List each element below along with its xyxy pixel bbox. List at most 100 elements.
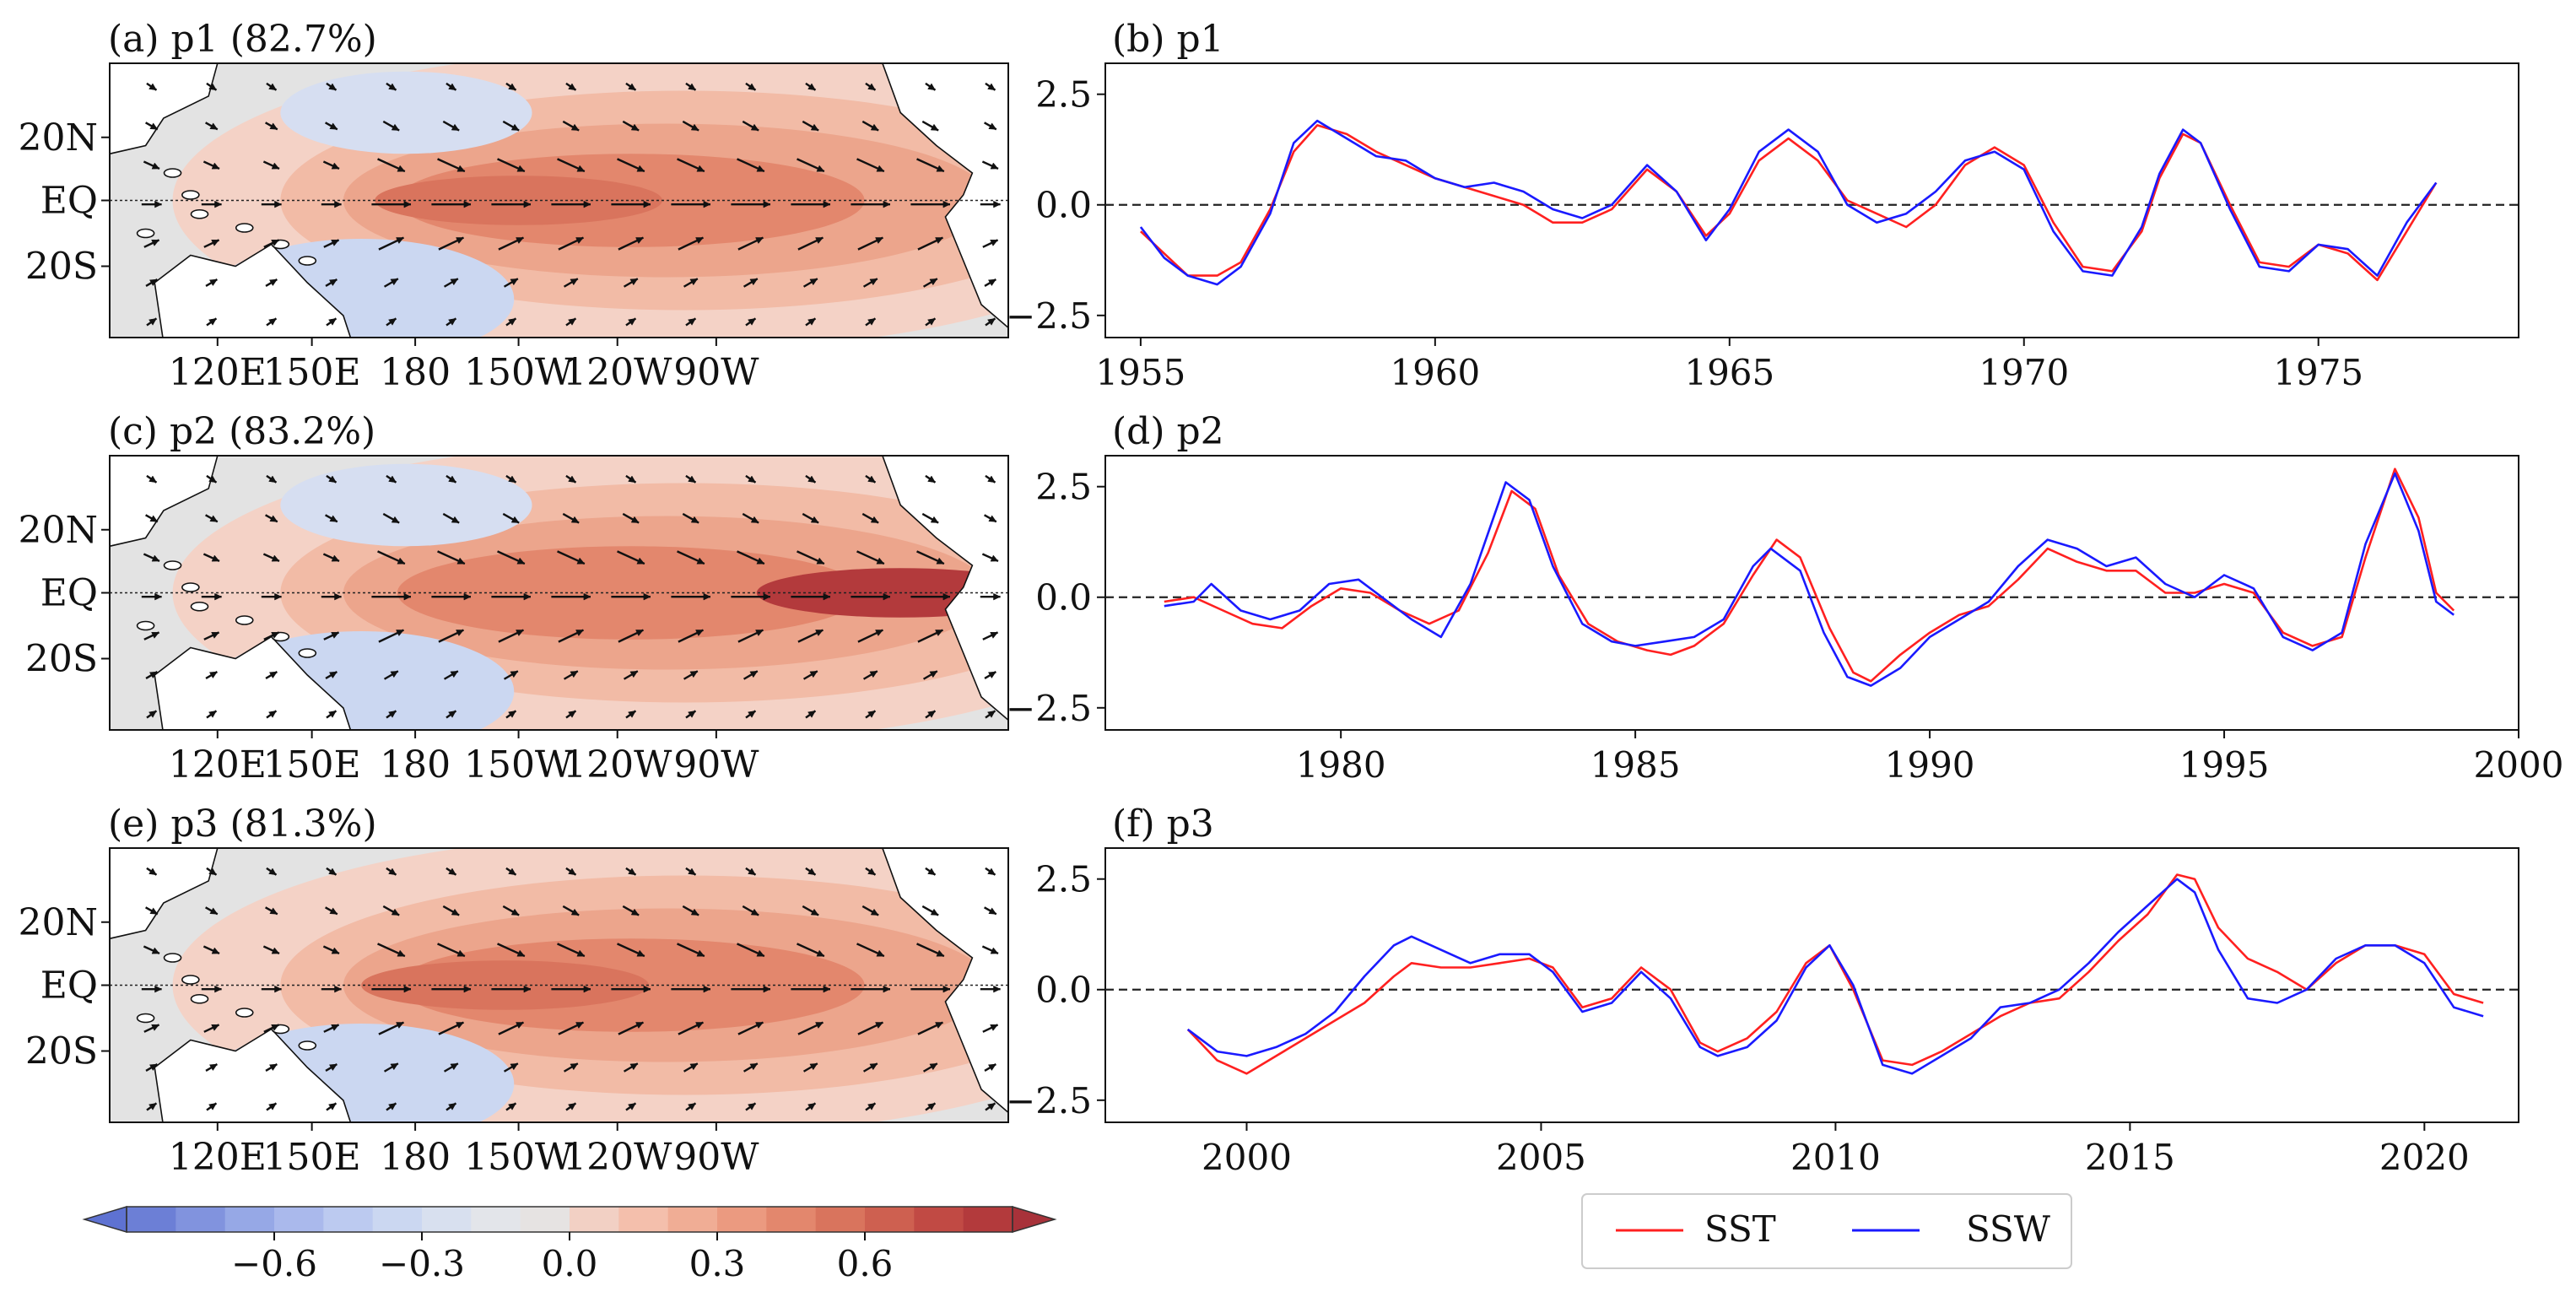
wind-arrow-head — [748, 867, 756, 876]
wind-arrow-head — [516, 949, 526, 957]
lon-tick-label: 180 — [380, 743, 451, 786]
colorbar-cell — [127, 1207, 176, 1232]
wind-arrow-head — [463, 592, 472, 601]
wind-arrow-head — [629, 670, 639, 678]
line-chart-2: (d) p2 −2.5 0.0 2.5 1980 1985 1990 1995 2000 — [1006, 410, 2563, 786]
x-tick-label: 2000 — [2474, 744, 2564, 786]
wind-arrow-head — [690, 516, 699, 523]
wind-arrow-head — [269, 907, 278, 915]
wind-arrow-head — [630, 908, 640, 916]
wind-arrow-head — [867, 83, 876, 91]
wind-arrow-head — [516, 1022, 524, 1029]
wind-arrow-head — [523, 985, 532, 993]
wind-arrow-head — [149, 907, 159, 915]
wind-arrow-head — [628, 867, 636, 876]
wind-arrow-head — [993, 200, 1002, 208]
wind-arrow-head — [268, 867, 277, 876]
wind-arrow-head — [688, 711, 696, 718]
wind-arrow-head — [331, 947, 340, 954]
wind-arrow-head — [763, 592, 771, 601]
wind-arrow-head — [214, 985, 223, 993]
wind-arrow-head — [448, 1103, 456, 1111]
wind-arrow-head — [628, 475, 636, 484]
series-ssw-line — [1186, 878, 2484, 1075]
wind-arrow-head — [636, 949, 645, 957]
wind-arrow-head — [450, 1062, 459, 1071]
wind-arrows — [141, 867, 1002, 1111]
wind-arrow-head — [816, 557, 825, 565]
colorbar-extend-left — [82, 1205, 127, 1234]
wind-arrow-head — [867, 711, 876, 718]
wind-arrow-head — [823, 985, 831, 993]
wind-arrow-head — [450, 670, 459, 678]
wind-arrow-head — [403, 985, 412, 993]
wind-arrow-head — [456, 1022, 464, 1029]
x-tick-label: 2005 — [1496, 1137, 1586, 1178]
wind-arrow-head — [390, 1062, 399, 1071]
wind-arrow-head — [568, 318, 576, 326]
wind-arrow-head — [935, 237, 943, 245]
x-tick-label: 2020 — [2379, 1137, 2470, 1178]
wind-arrow-head — [575, 237, 584, 245]
wind-arrow-head — [689, 1062, 699, 1071]
wind-arrow-head — [636, 165, 645, 172]
lon-tick-label: 150E — [263, 743, 361, 786]
wind-arrow-head — [870, 908, 879, 916]
wind-arrow-head — [151, 240, 160, 246]
legend: SST SSW — [1581, 1193, 2072, 1269]
wind-arrow-head — [816, 949, 825, 957]
wind-arrow-head — [568, 867, 576, 876]
lon-tick-label: 120W — [563, 743, 672, 786]
plot-area — [1104, 847, 2519, 1123]
wind-arrow-head — [274, 985, 283, 993]
wind-arrow-head — [328, 318, 337, 326]
wind-arrow-head — [388, 83, 397, 91]
island-6 — [136, 228, 155, 239]
colorbar-tick-label: 0.0 — [542, 1243, 598, 1284]
wind-arrow-head — [403, 592, 412, 601]
wind-arrow-head — [214, 200, 223, 208]
wind-arrow-head — [987, 867, 996, 876]
wind-arrow-head — [696, 949, 705, 957]
wind-arrow-head — [809, 1062, 818, 1071]
wind-arrow-head — [396, 630, 404, 637]
wind-arrow-head — [987, 278, 996, 287]
map-field — [110, 456, 1008, 730]
wind-arrow-head — [328, 711, 337, 718]
wind-arrow-head — [695, 237, 704, 245]
wind-arrow-head — [388, 475, 397, 484]
wind-arrow-head — [749, 1062, 759, 1071]
wind-arrow-head — [748, 318, 756, 326]
colorbar-cell — [570, 1207, 619, 1232]
wind-arrow-head — [688, 867, 696, 876]
wind-arrow-head — [271, 554, 280, 562]
wind-arrow-head — [510, 516, 520, 523]
wind-arrow-head — [756, 165, 765, 172]
wind-arrow-head — [696, 165, 705, 172]
wind-arrow-head — [576, 557, 586, 565]
wind-arrow-head — [703, 985, 711, 993]
wind-arrow-head — [749, 670, 759, 678]
wind-arrow-head — [929, 1062, 938, 1071]
series-group — [1164, 467, 2455, 687]
wind-arrow-head — [690, 908, 699, 916]
map-title: (e) p3 (81.3%) — [108, 803, 377, 846]
series-group — [1139, 119, 2438, 286]
wind-arrow-head — [987, 475, 996, 484]
series-ssw-line — [1139, 119, 2438, 286]
sst-contour-4 — [397, 546, 865, 640]
colorbar-cell — [176, 1207, 226, 1232]
wind-arrow-head — [748, 83, 756, 91]
wind-arrow-head — [456, 237, 464, 245]
lon-tick-label: 90W — [673, 743, 759, 786]
wind-arrow-head — [990, 947, 999, 954]
wind-arrow-head — [869, 1062, 878, 1071]
series-group — [1186, 873, 2484, 1075]
wind-arrow-head — [987, 318, 996, 326]
wind-arrow-head — [329, 515, 338, 522]
y-tick-label: −2.5 — [1006, 295, 1092, 337]
cool-patch-north — [280, 463, 532, 547]
wind-arrow-head — [987, 671, 996, 679]
